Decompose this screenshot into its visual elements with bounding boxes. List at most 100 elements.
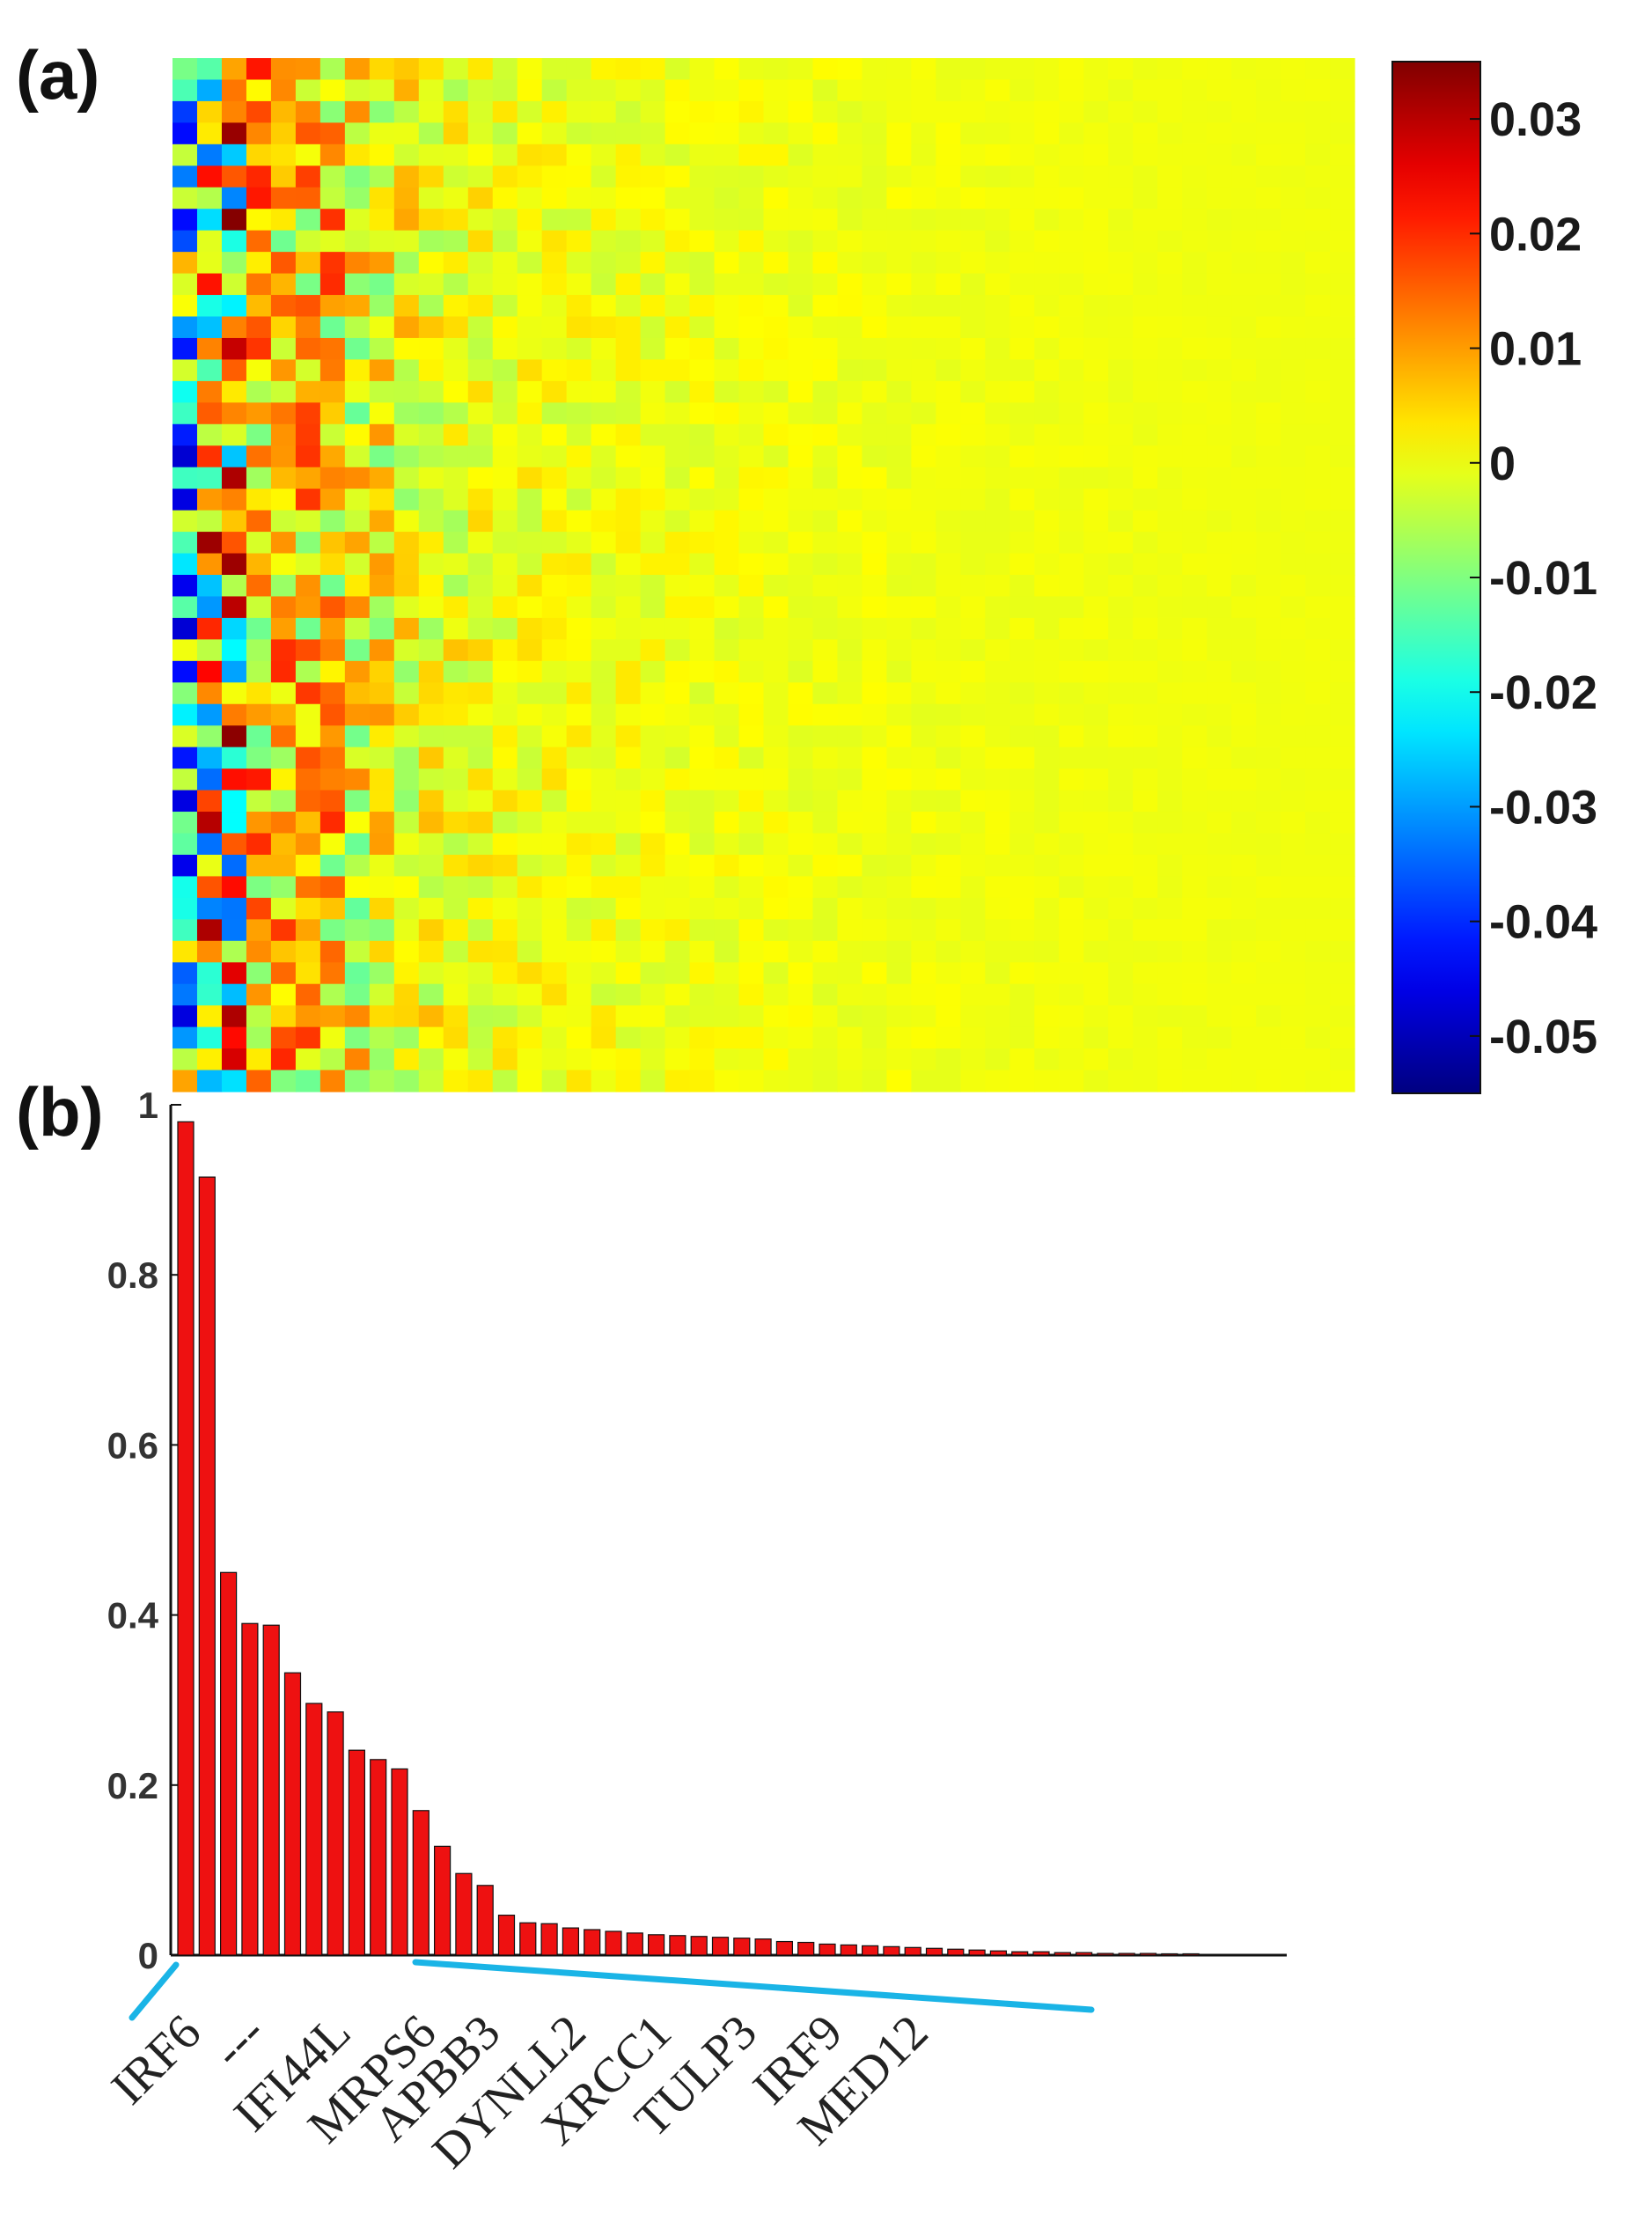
heatmap-cell xyxy=(591,122,617,145)
heatmap-cell xyxy=(763,962,789,985)
heatmap-cell xyxy=(1330,489,1355,511)
heatmap-cell xyxy=(1083,187,1109,210)
heatmap-cell xyxy=(221,833,247,856)
heatmap-cell xyxy=(1059,445,1084,468)
heatmap-cell xyxy=(270,295,297,318)
heatmap-cell xyxy=(541,122,568,145)
heatmap-cell xyxy=(936,380,961,403)
heatmap-cell xyxy=(1330,532,1355,555)
heatmap-cell xyxy=(788,1070,814,1092)
heatmap-cell xyxy=(1034,79,1060,102)
heatmap-cell xyxy=(1010,660,1035,683)
heatmap-cell xyxy=(714,209,740,232)
heatmap-cell xyxy=(960,660,986,683)
heatmap-cell xyxy=(837,725,863,748)
heatmap-cell xyxy=(960,402,986,425)
heatmap-cell xyxy=(714,122,740,145)
heatmap-cell xyxy=(837,1026,863,1049)
heatmap-cell xyxy=(1083,983,1109,1006)
heatmap-cell xyxy=(862,402,887,425)
heatmap-cell xyxy=(1207,812,1232,835)
heatmap-cell xyxy=(862,1048,887,1071)
heatmap-cell xyxy=(393,252,420,275)
heatmap-cell xyxy=(1330,940,1355,963)
heatmap-cell xyxy=(615,725,642,748)
heatmap-cell xyxy=(443,1048,469,1071)
heatmap-cell xyxy=(566,445,592,468)
heatmap-cell xyxy=(1182,812,1208,835)
heatmap-cell xyxy=(985,209,1010,232)
heatmap-cell xyxy=(196,790,223,813)
heatmap-cell xyxy=(295,790,321,813)
heatmap-cell xyxy=(812,1026,839,1049)
heatmap-cell xyxy=(837,445,863,468)
heatmap-cell xyxy=(738,252,765,275)
heatmap-cell xyxy=(640,510,666,533)
heatmap-cell xyxy=(1157,122,1183,145)
heatmap-cell xyxy=(173,252,198,275)
heatmap-cell xyxy=(246,510,272,533)
heatmap-cell xyxy=(221,295,247,318)
heatmap-cell xyxy=(960,359,986,382)
heatmap-cell xyxy=(911,122,936,145)
heatmap-cell xyxy=(443,467,469,489)
heatmap-cell xyxy=(467,575,494,598)
heatmap-cell xyxy=(911,746,936,769)
heatmap-cell xyxy=(344,660,371,683)
heatmap-cell xyxy=(1010,983,1035,1006)
heatmap-cell xyxy=(1256,273,1281,296)
heatmap-cell xyxy=(689,337,716,361)
heatmap-cell xyxy=(640,790,666,813)
heatmap-cell xyxy=(591,746,617,769)
heatmap-cell xyxy=(664,617,691,640)
heatmap-cell xyxy=(418,445,444,468)
heatmap-cell xyxy=(566,359,592,382)
annotation-line-right xyxy=(412,1959,1095,2013)
heatmap-cell xyxy=(1083,510,1109,533)
heatmap-cell xyxy=(837,532,863,555)
heatmap-cell xyxy=(443,703,469,726)
heatmap-cell xyxy=(541,940,568,963)
heatmap-cell xyxy=(1330,790,1355,813)
heatmap-cell xyxy=(173,58,198,81)
colorbar-tick-label: -0.04 xyxy=(1489,896,1597,949)
heatmap-cell xyxy=(344,1048,371,1071)
y-tick-label: 1 xyxy=(138,1085,158,1126)
heatmap-cell xyxy=(1281,682,1306,705)
heatmap-cell xyxy=(1059,510,1084,533)
heatmap-cell xyxy=(985,359,1010,382)
heatmap-cell xyxy=(246,230,272,253)
heatmap-cell xyxy=(591,359,617,382)
heatmap-cell xyxy=(541,983,568,1006)
heatmap-cell xyxy=(862,682,887,705)
heatmap-cell xyxy=(246,919,272,942)
heatmap-cell xyxy=(985,1048,1010,1071)
heatmap-cell xyxy=(1108,553,1134,576)
heatmap-cell xyxy=(541,639,568,662)
heatmap-cell xyxy=(763,445,789,468)
heatmap-cell xyxy=(763,617,789,640)
heatmap-cell xyxy=(1133,1005,1158,1028)
heatmap-cell xyxy=(344,983,371,1006)
heatmap-cell xyxy=(738,897,765,920)
heatmap-cell xyxy=(319,100,346,123)
heatmap-cell xyxy=(393,703,420,726)
heatmap-cell xyxy=(664,187,691,210)
heatmap-cell xyxy=(664,1005,691,1028)
heatmap-cell xyxy=(960,983,986,1006)
heatmap-cell xyxy=(566,143,592,166)
heatmap-cell xyxy=(1182,510,1208,533)
heatmap-cell xyxy=(173,553,198,576)
heatmap-cell xyxy=(1133,467,1158,489)
heatmap-cell xyxy=(1281,940,1306,963)
heatmap-cell xyxy=(517,790,543,813)
heatmap-cell xyxy=(566,790,592,813)
heatmap-cell xyxy=(246,940,272,963)
heatmap-cell xyxy=(985,58,1010,81)
heatmap-cell xyxy=(985,1070,1010,1092)
heatmap-cell xyxy=(467,1005,494,1028)
bar xyxy=(669,1935,686,1956)
heatmap-cell xyxy=(467,316,494,339)
heatmap-cell xyxy=(1330,295,1355,318)
heatmap-cell xyxy=(1256,337,1281,361)
